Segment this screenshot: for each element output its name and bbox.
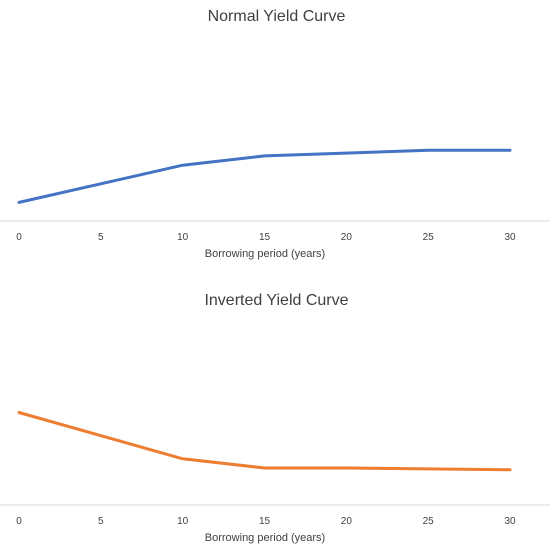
x-tick-label: 10 xyxy=(177,516,189,527)
series-line xyxy=(17,411,512,472)
x-tick-label: 5 xyxy=(98,516,104,527)
chart-plot-area: 0 5 10 15 20 25 30 xyxy=(0,148,550,243)
chart-title: Inverted Yield Curve xyxy=(204,292,349,309)
x-tick-label: 5 xyxy=(98,232,104,243)
x-tick-label: 20 xyxy=(341,516,353,527)
series-line xyxy=(17,148,512,204)
x-tick-label: 30 xyxy=(504,232,516,243)
x-tick-label: 30 xyxy=(504,516,516,527)
inverted-yield-curve-chart: Inverted Yield Curve 0 5 10 15 20 25 30 Borrow… xyxy=(0,285,553,555)
x-tick-label: 25 xyxy=(423,516,435,527)
x-tick-label: 0 xyxy=(16,232,22,243)
chart-title: Normal Yield Curve xyxy=(207,8,346,25)
x-tick-label: 15 xyxy=(259,232,271,243)
x-axis-label: Borrowing period (years) xyxy=(204,532,326,544)
x-tick-label: 0 xyxy=(16,516,22,527)
normal-yield-curve-chart: Normal Yield Curve 0 5 10 15 20 25 30 Borrowin… xyxy=(0,8,550,260)
x-tick-label: 25 xyxy=(423,232,435,243)
x-tick-label: 10 xyxy=(177,232,189,243)
x-axis-label: Borrowing period (years) xyxy=(204,248,326,260)
x-tick-labels: 0 5 10 15 20 25 30 xyxy=(16,232,516,243)
chart-plot-area: 0 5 10 15 20 25 30 xyxy=(0,411,550,527)
x-tick-labels: 0 5 10 15 20 25 30 xyxy=(16,516,516,527)
x-tick-label: 20 xyxy=(341,232,353,243)
x-tick-label: 15 xyxy=(259,516,271,527)
